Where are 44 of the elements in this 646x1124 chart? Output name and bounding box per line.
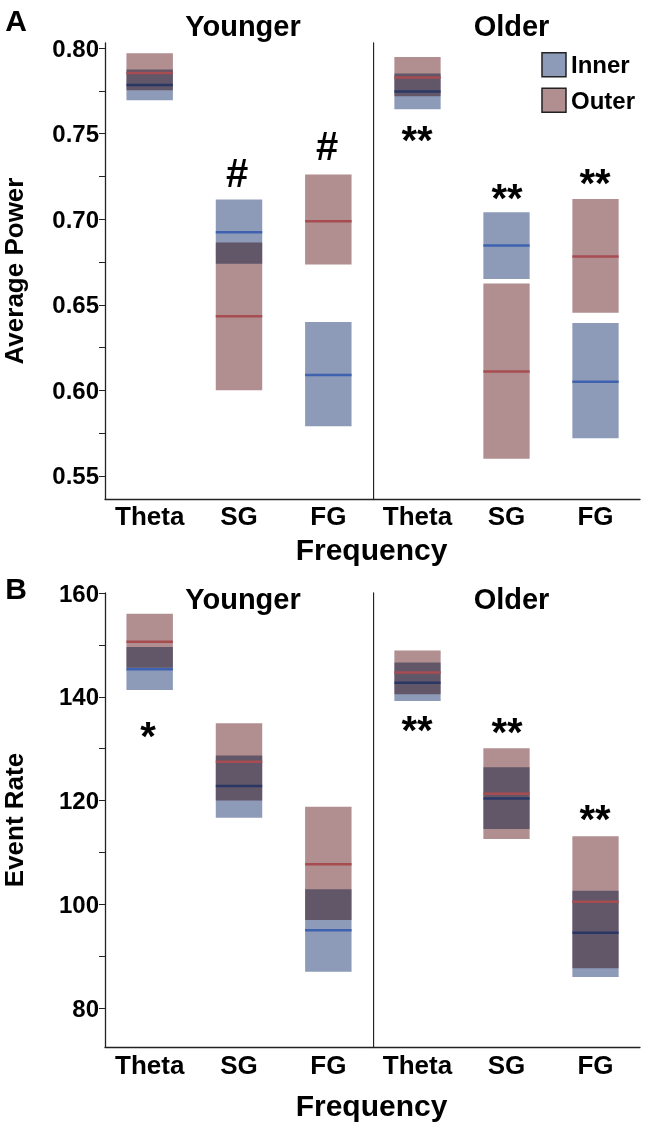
y-tick-label: 120 [58,787,99,815]
annotation: ** [401,708,433,752]
y-axis-title: Average Power [0,177,29,365]
y-tick-label: 0.65 [52,291,99,319]
annotation: ** [491,176,523,220]
x-tick-label: Theta [382,501,453,531]
y-tick-label: 100 [58,890,99,918]
legend-label: Inner [570,51,630,79]
text: B [5,571,27,605]
y-tick-label: 140 [58,683,99,711]
x-tick-label: SG [487,501,526,531]
chart-title: Younger [185,9,301,42]
annotation: ** [579,161,611,205]
x-tick-label: SG [220,1050,258,1080]
y-tick-label: 0.75 [52,120,99,148]
annotation: * [140,714,157,758]
y-tick-label: 160 [58,579,99,607]
legend-label: Outer [570,86,636,114]
y-axis-title: Event Rate [0,752,29,888]
y-tick-label: 0.80 [52,34,99,62]
annotation: # [225,151,249,195]
annotation: ** [579,797,611,841]
y-tick-label: 0.55 [52,462,99,490]
x-axis-title: Frequency [295,532,448,566]
chart-title: Older [473,9,550,42]
x-axis-title: Frequency [295,1088,448,1122]
text: A [5,3,27,37]
y-tick-label: 0.60 [52,376,99,404]
x-tick-label: FG [310,1050,347,1080]
x-tick-label: Theta [114,501,185,531]
x-tick-label: FG [577,1050,614,1080]
chart-title: Younger [185,582,301,615]
annotation: ** [401,118,433,162]
x-tick-label: SG [220,501,258,531]
x-tick-label: FG [310,501,347,531]
x-tick-label: Theta [382,1050,453,1080]
annotation: # [315,124,339,168]
x-tick-label: Theta [114,1050,185,1080]
annotation: ** [491,710,523,754]
x-tick-label: FG [577,501,614,531]
y-tick-label: 80 [72,994,99,1022]
x-tick-label: SG [487,1050,526,1080]
chart-title: Older [473,582,550,615]
y-tick-label: 0.70 [52,205,99,233]
